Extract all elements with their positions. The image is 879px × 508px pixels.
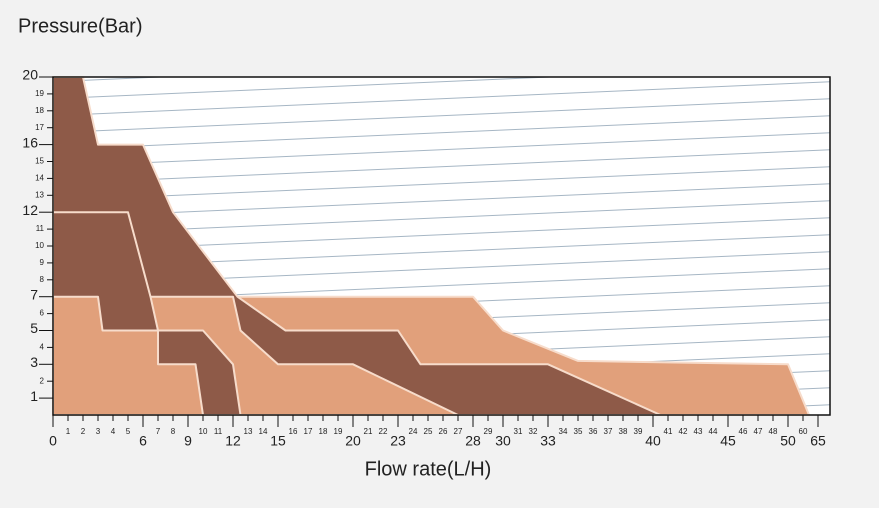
x-tick-label: 20 <box>345 433 361 449</box>
x-tick-label: 45 <box>720 433 736 449</box>
x-tick-label: 31 <box>514 427 523 436</box>
y-tick-label: 8 <box>40 275 45 284</box>
y-tick-label: 7 <box>30 286 38 302</box>
y-tick-label: 16 <box>22 134 38 150</box>
y-tick-label: 19 <box>35 89 44 98</box>
x-tick-label: 47 <box>754 427 763 436</box>
x-tick-label: 18 <box>319 427 328 436</box>
x-tick-label: 4 <box>111 427 116 436</box>
y-tick-label: 10 <box>35 241 44 250</box>
x-tick-label: 11 <box>214 427 223 436</box>
x-tick-label: 17 <box>304 427 313 436</box>
y-tick-label: 4 <box>40 343 45 352</box>
x-tick-label: 25 <box>424 427 433 436</box>
x-tick-label: 0 <box>49 433 57 449</box>
x-tick-label: 50 <box>780 433 796 449</box>
x-tick-label: 28 <box>465 433 481 449</box>
x-tick-label: 29 <box>484 427 493 436</box>
y-tick-label: 6 <box>40 309 45 318</box>
x-tick-label: 1 <box>66 427 71 436</box>
y-tick-label: 2 <box>40 376 45 385</box>
x-tick-label: 16 <box>289 427 298 436</box>
x-tick-label: 38 <box>619 427 628 436</box>
x-tick-label: 10 <box>199 427 208 436</box>
x-tick-label: 13 <box>244 427 253 436</box>
y-tick-label: 18 <box>35 106 44 115</box>
y-axis-label: Pressure(Bar) <box>18 15 142 37</box>
x-tick-label: 39 <box>634 427 643 436</box>
x-tick-label: 21 <box>364 427 373 436</box>
x-tick-label: 15 <box>270 433 286 449</box>
y-tick-label: 1 <box>30 388 38 404</box>
x-axis-label: Flow rate(L/H) <box>365 458 492 480</box>
x-tick-label: 2 <box>81 427 86 436</box>
x-tick-label: 60 <box>799 427 808 436</box>
x-tick-label: 22 <box>379 427 388 436</box>
x-tick-label: 30 <box>495 433 511 449</box>
region <box>52 295 204 416</box>
x-tick-label: 26 <box>439 427 448 436</box>
x-tick-label: 35 <box>574 427 583 436</box>
x-tick-label: 19 <box>334 427 343 436</box>
x-tick-label: 5 <box>126 427 131 436</box>
y-tick-label: 9 <box>40 258 45 267</box>
x-tick-label: 37 <box>604 427 613 436</box>
x-tick-label: 9 <box>184 433 192 449</box>
x-tick-label: 6 <box>139 433 147 449</box>
x-tick-label: 3 <box>96 427 101 436</box>
x-tick-label: 7 <box>156 427 161 436</box>
x-tick-label: 32 <box>529 427 538 436</box>
y-tick-label: 20 <box>22 67 38 83</box>
x-tick-label: 34 <box>559 427 568 436</box>
x-tick-label: 48 <box>769 427 778 436</box>
x-tick-label: 33 <box>540 433 556 449</box>
x-tick-label: 8 <box>171 427 176 436</box>
x-tick-label: 36 <box>589 427 598 436</box>
x-tick-label: 27 <box>454 427 463 436</box>
x-tick-label: 44 <box>709 427 718 436</box>
x-tick-label: 65 <box>810 433 826 449</box>
x-tick-label: 24 <box>409 427 418 436</box>
y-tick-label: 3 <box>30 354 38 370</box>
x-tick-label: 12 <box>225 433 241 449</box>
x-tick-label: 40 <box>645 433 661 449</box>
y-tick-label: 12 <box>22 202 38 218</box>
y-tick-label: 17 <box>35 123 44 132</box>
x-tick-label: 14 <box>259 427 268 436</box>
x-tick-label: 41 <box>664 427 673 436</box>
x-tick-label: 46 <box>739 427 748 436</box>
x-tick-label: 23 <box>390 433 406 449</box>
y-tick-label: 13 <box>35 190 44 199</box>
x-tick-label: 42 <box>679 427 688 436</box>
y-tick-label: 11 <box>36 224 45 233</box>
y-tick-label: 15 <box>35 157 44 166</box>
x-tick-label: 43 <box>694 427 703 436</box>
y-tick-label: 14 <box>35 174 44 183</box>
y-tick-label: 5 <box>30 320 38 336</box>
